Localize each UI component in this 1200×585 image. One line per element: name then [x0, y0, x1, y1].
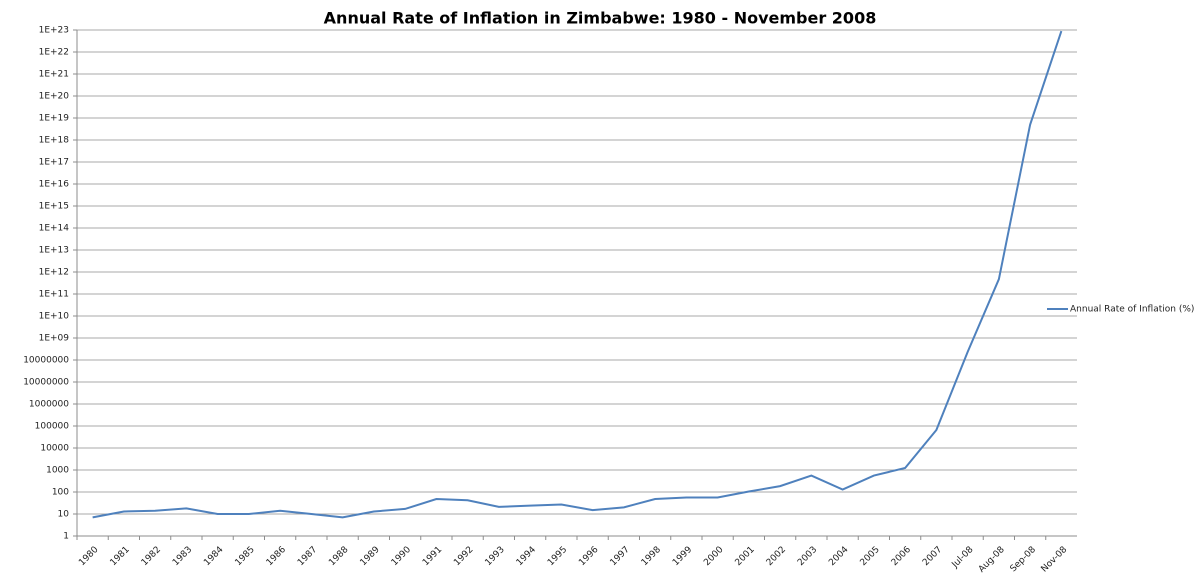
y-tick-label: 1000 — [46, 466, 69, 476]
x-tick-label: Jul-08 — [950, 545, 976, 571]
x-tick-label: 1986 — [265, 545, 288, 568]
x-tick-label: Nov-08 — [1040, 545, 1070, 575]
x-tick-label: 1994 — [515, 545, 538, 568]
x-tick-label: 1990 — [390, 545, 413, 568]
x-tick-label: 1981 — [108, 545, 131, 568]
x-tick-label: 1992 — [452, 545, 475, 568]
x-tick-label: 2007 — [921, 545, 944, 568]
y-tick-label: 1E+10 — [39, 312, 70, 322]
x-tick-label: 1989 — [358, 545, 381, 568]
y-tick-label: 1E+12 — [39, 268, 69, 278]
series-line — [92, 30, 1063, 519]
y-tick-label: 1E+13 — [39, 246, 69, 256]
y-tick-label: 10 — [58, 510, 70, 520]
legend-label: Annual Rate of Inflation (%) — [1070, 305, 1194, 315]
chart-title: Annual Rate of Inflation in Zimbabwe: 19… — [324, 9, 877, 28]
y-tick-label: 1E+23 — [39, 26, 69, 36]
x-tick-label: 1987 — [296, 545, 319, 568]
y-tick-label: 1E+15 — [39, 202, 69, 212]
y-tick-label: 1E+19 — [39, 114, 70, 124]
y-tick-label: 1 — [63, 532, 69, 542]
x-tick-label: 2001 — [733, 545, 756, 568]
x-tick-label: 2005 — [858, 545, 881, 568]
x-tick-label: 1985 — [233, 545, 256, 568]
y-tick-label: 1E+14 — [39, 224, 70, 234]
y-tick-label: 10000000 — [23, 378, 69, 388]
y-tick-label: 100 — [52, 488, 69, 498]
x-tick-label: 1983 — [171, 545, 194, 568]
y-tick-label: 1E+16 — [39, 180, 70, 190]
x-tick-label: 1996 — [577, 545, 600, 568]
y-tick-label: 1E+22 — [39, 48, 69, 58]
x-tick-label: 1999 — [671, 545, 694, 568]
x-tick-label: 1988 — [327, 545, 350, 568]
x-tick-label: 1991 — [421, 545, 444, 568]
x-tick-label: 2003 — [796, 545, 819, 568]
y-tick-label: 1E+11 — [39, 290, 69, 300]
y-tick-label: 1E+21 — [39, 70, 69, 80]
y-tick-label: 10000 — [40, 444, 69, 454]
x-tick-label: 1982 — [140, 545, 163, 568]
x-tick-label: 2006 — [890, 545, 913, 568]
y-tick-label: 1E+18 — [39, 136, 70, 146]
y-tick-label: 1E+09 — [39, 334, 70, 344]
x-tick-label: 1993 — [483, 545, 506, 568]
y-tick-label: 100000 — [35, 422, 70, 432]
y-tick-label: 10000000 — [23, 356, 69, 366]
y-tick-label: 1E+20 — [39, 92, 70, 102]
x-tick-label: Sep-08 — [1009, 545, 1039, 575]
x-tick-label: 2002 — [765, 545, 788, 568]
x-tick-label: 2004 — [827, 545, 850, 568]
x-tick-label: 1995 — [546, 545, 569, 568]
x-tick-label: 1998 — [640, 545, 663, 568]
x-tick-label: 1980 — [77, 545, 100, 568]
x-tick-label: 2000 — [702, 545, 725, 568]
y-tick-label: 1000000 — [29, 400, 69, 410]
x-tick-label: Aug-08 — [977, 545, 1007, 575]
x-tick-label: 1997 — [608, 545, 631, 568]
x-tick-label: 1984 — [202, 545, 225, 568]
y-tick-label: 1E+17 — [39, 158, 69, 168]
